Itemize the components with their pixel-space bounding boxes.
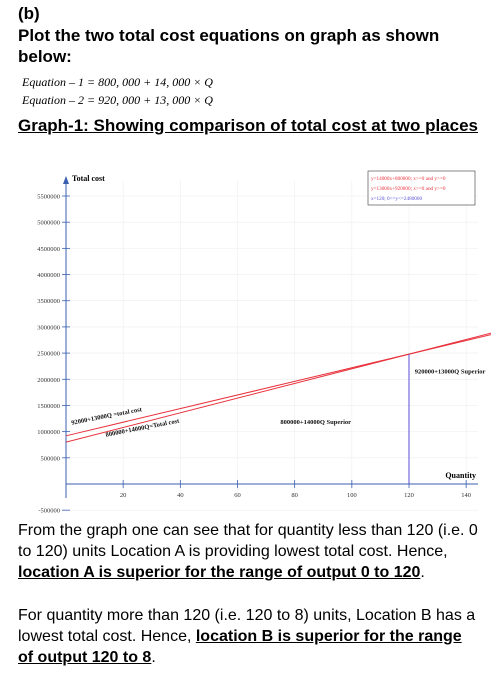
paragraph-2: For quantity more than 120 (i.e. 120 to … <box>18 605 480 668</box>
legend-entry-3: x=120; 0<=y<=2480000 <box>371 196 422 202</box>
x-tick-label: 100 <box>347 492 357 499</box>
legend: y=14000x+800000; x>=0 and y>=0 y=13000x+9… <box>367 170 476 206</box>
paragraph-2-end: . <box>151 649 156 666</box>
part-label: (b) <box>18 4 40 23</box>
ticks: 5500000 5000000 4500000 4000000 3500000 30000… <box>37 194 471 514</box>
y-tick-label: 2000000 <box>37 377 60 384</box>
legend-box <box>367 170 476 206</box>
paragraph-1: From the graph one can see that for quan… <box>18 520 480 583</box>
question-heading: Plot the two total cost equations on gra… <box>18 26 440 66</box>
y-tick-label: 1000000 <box>37 429 60 436</box>
y-tick-label: 5000000 <box>37 220 60 227</box>
y-tick-label: 4500000 <box>37 246 60 253</box>
x-tick-label: 140 <box>461 492 471 499</box>
paragraph-1-text: From the graph one can see that for quan… <box>18 522 478 560</box>
annotation-2: 800000+14000Q=Total cost <box>105 418 181 439</box>
legend-entry-1: y=14000x+800000; x>=0 and y>=0 <box>371 176 446 182</box>
legend-entry-2: y=13000x+920000; x>=0 and y>=0 <box>371 186 446 192</box>
axes <box>63 176 478 498</box>
x-tick-label: 40 <box>177 492 184 499</box>
x-tick-label: 80 <box>291 492 298 499</box>
y-tick-label: -500000 <box>38 508 60 513</box>
x-axis-label: Quantity <box>445 471 476 480</box>
paragraph-2-text: For quantity more than 120 (i.e. 120 to … <box>18 607 476 645</box>
y-tick-label: 500000 <box>41 455 61 462</box>
x-tick-label: 60 <box>234 492 241 499</box>
y-tick-label: 4000000 <box>37 272 60 279</box>
gridlines <box>66 180 478 511</box>
y-tick-label: 3500000 <box>37 298 60 305</box>
x-tick-label: 120 <box>404 492 414 499</box>
y-axis-label: Total cost <box>72 174 105 183</box>
total-cost-chart: 5500000 5000000 4500000 4000000 3500000 30000… <box>37 170 491 514</box>
annotation-3: 800000+14000Q Superior <box>280 419 351 426</box>
paragraph-1-conclusion: location A is superior for the range of … <box>18 564 421 581</box>
equation-2: Equation – 2 = 920, 000 + 13, 000 × Q <box>22 93 213 107</box>
equation-1: Equation – 1 = 800, 000 + 14, 000 × Q <box>22 75 213 89</box>
x-tick-label: 20 <box>120 492 127 499</box>
y-axis-arrow <box>63 176 69 184</box>
paragraph-2-conclusion: location B is superior for the range of … <box>18 628 462 666</box>
y-tick-label: 1500000 <box>37 403 60 410</box>
series <box>65 332 491 484</box>
series-line-2 <box>65 334 491 437</box>
y-tick-label: 5500000 <box>37 194 60 201</box>
y-tick-label: 2500000 <box>37 351 60 358</box>
y-tick-label: 3000000 <box>37 324 60 331</box>
annotation-1: 92000+13000Q =total cost <box>71 406 144 427</box>
graph-title: Graph-1: Showing comparison of total cos… <box>18 116 478 135</box>
paragraph-1-end: . <box>420 564 425 581</box>
annotation-4: 920000+13000Q Superior <box>415 369 486 376</box>
series-line-1 <box>65 332 491 443</box>
